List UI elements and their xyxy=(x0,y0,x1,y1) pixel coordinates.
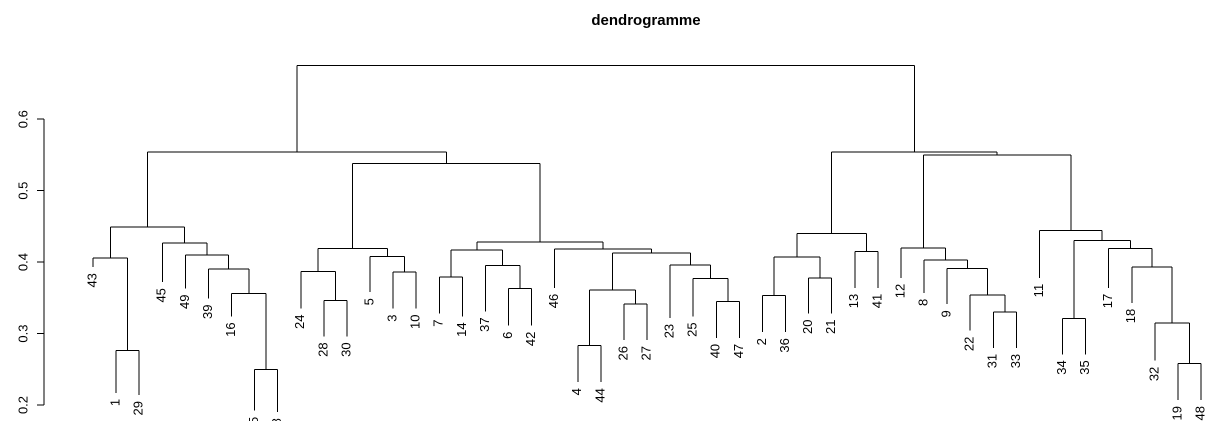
leaf-label: 7 xyxy=(431,320,446,327)
leaf-label: 29 xyxy=(131,401,146,415)
leaf-label: 5 xyxy=(361,298,376,305)
leaf-label: 21 xyxy=(823,320,838,334)
leaf-label: 46 xyxy=(546,294,561,308)
leaf-label: 27 xyxy=(638,346,653,360)
leaf-label: 18 xyxy=(1123,309,1138,323)
leaf-label: 33 xyxy=(1008,354,1023,368)
leaf-label: 16 xyxy=(223,322,238,336)
chart-title: dendrogramme xyxy=(591,12,700,29)
leaf-label: 34 xyxy=(1054,360,1069,374)
dendrogram-links xyxy=(92,65,1202,413)
leaf-labels: 4312945493916153824283053107143764246444… xyxy=(84,273,1207,421)
leaf-label: 26 xyxy=(615,346,630,360)
leaf-label: 8 xyxy=(915,299,930,306)
y-tick-label: 0.3 xyxy=(15,325,30,343)
leaf-label: 23 xyxy=(662,324,677,338)
leaf-label: 4 xyxy=(569,388,584,395)
leaf-label: 49 xyxy=(177,295,192,309)
y-tick-label: 0.5 xyxy=(15,182,30,200)
leaf-label: 17 xyxy=(1100,294,1115,308)
leaf-label: 45 xyxy=(154,288,169,302)
leaf-label: 12 xyxy=(892,284,907,298)
leaf-label: 41 xyxy=(869,294,884,308)
leaf-label: 32 xyxy=(1146,367,1161,381)
leaf-label: 39 xyxy=(200,305,215,319)
leaf-label: 25 xyxy=(685,322,700,336)
y-tick-label: 0.2 xyxy=(15,396,30,414)
leaf-label: 31 xyxy=(985,354,1000,368)
leaf-label: 48 xyxy=(1192,406,1207,420)
leaf-label: 24 xyxy=(292,315,307,329)
leaf-label: 47 xyxy=(731,344,746,358)
leaf-label: 43 xyxy=(84,273,99,287)
leaf-label: 37 xyxy=(477,317,492,331)
leaf-label: 36 xyxy=(777,338,792,352)
leaf-label: 38 xyxy=(269,418,284,421)
leaf-label: 2 xyxy=(754,338,769,345)
leaf-label: 11 xyxy=(1031,284,1046,298)
leaf-label: 40 xyxy=(708,344,723,358)
leaf-label: 6 xyxy=(500,332,515,339)
y-axis: 0.2 0.3 0.4 0.5 0.6 xyxy=(15,110,45,414)
leaf-label: 15 xyxy=(246,417,261,421)
leaf-label: 35 xyxy=(1077,360,1092,374)
leaf-label: 9 xyxy=(939,310,954,317)
y-tick-label: 0.6 xyxy=(15,110,30,128)
leaf-label: 19 xyxy=(1169,406,1184,420)
leaf-label: 30 xyxy=(338,342,353,356)
leaf-label: 44 xyxy=(592,388,607,402)
leaf-label: 42 xyxy=(523,332,538,346)
leaf-label: 10 xyxy=(408,315,423,329)
leaf-label: 14 xyxy=(454,322,469,336)
leaf-label: 1 xyxy=(108,399,123,406)
leaf-label: 28 xyxy=(315,342,330,356)
y-tick-label: 0.4 xyxy=(15,253,30,271)
leaf-label: 3 xyxy=(385,315,400,322)
leaf-label: 22 xyxy=(962,337,977,351)
leaf-label: 20 xyxy=(800,320,815,334)
leaf-label: 13 xyxy=(846,294,861,308)
